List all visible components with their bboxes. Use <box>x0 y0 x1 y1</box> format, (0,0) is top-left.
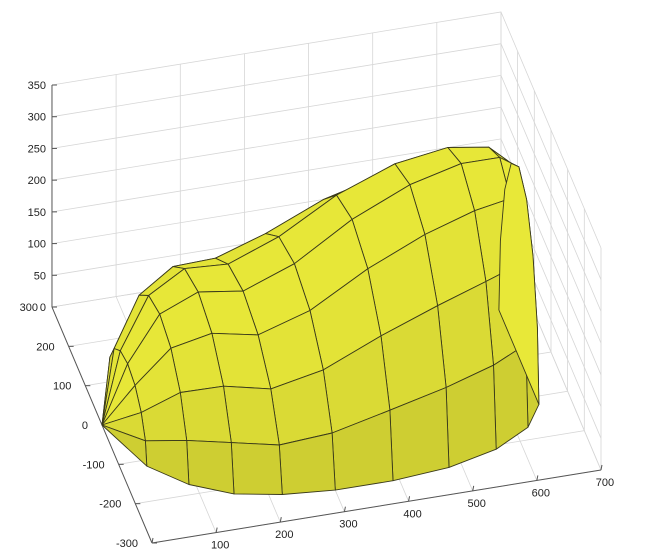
z-tick-label: 50 <box>34 270 46 282</box>
x-axis-line <box>151 469 602 544</box>
x-tick-label: 300 <box>339 519 357 531</box>
x-tick <box>151 537 154 544</box>
y-tick-label: 0 <box>82 420 88 432</box>
y-tick-label: 100 <box>53 381 71 393</box>
z-tick-label: 250 <box>28 143 46 155</box>
surface-facet <box>186 439 235 495</box>
x-tick-label: 700 <box>596 477 614 489</box>
surface-end-cap <box>498 162 540 405</box>
surface-body <box>101 146 540 495</box>
z-gridline <box>51 138 602 375</box>
z-tick-label: 100 <box>28 239 46 251</box>
z-gridline <box>51 106 602 344</box>
x-tick <box>343 506 346 512</box>
y-tick-label: 300 <box>20 302 38 314</box>
surface-facet <box>230 442 283 495</box>
tick-labels: 0 100 200 300 400 500 600 700 -300 -200 -100 0 100 20… <box>20 80 615 551</box>
z-gridline <box>51 43 602 280</box>
y-tick-label: -200 <box>99 499 121 511</box>
z-tick-label: 200 <box>28 175 46 187</box>
z-tick-label: 0 <box>40 302 46 314</box>
x-tick-label: 400 <box>403 508 421 520</box>
y-tick-label: -100 <box>83 459 105 471</box>
z-tick-label: 350 <box>28 80 46 92</box>
x-tick-label: 200 <box>275 529 293 541</box>
x-tick-label: 500 <box>468 498 486 510</box>
surface-facet <box>101 424 148 467</box>
x-tick <box>536 475 539 481</box>
x-tick-label: 600 <box>532 487 550 499</box>
x-tick <box>600 464 603 471</box>
surface-facet <box>223 385 280 446</box>
z-tick-label: 150 <box>28 207 46 219</box>
surface-facet <box>179 385 232 444</box>
y-tick-label: 200 <box>36 341 54 353</box>
x-tick <box>408 496 411 502</box>
z-tick-label: 300 <box>28 112 46 124</box>
surface-facet <box>144 439 190 485</box>
x-tick-label: 100 <box>211 540 229 551</box>
x-tick <box>472 485 475 491</box>
z-gridline <box>51 74 602 312</box>
x-tick <box>215 527 218 533</box>
x-tick <box>279 517 282 523</box>
y-tick-label: -300 <box>116 538 138 550</box>
z-gridline <box>51 11 602 249</box>
